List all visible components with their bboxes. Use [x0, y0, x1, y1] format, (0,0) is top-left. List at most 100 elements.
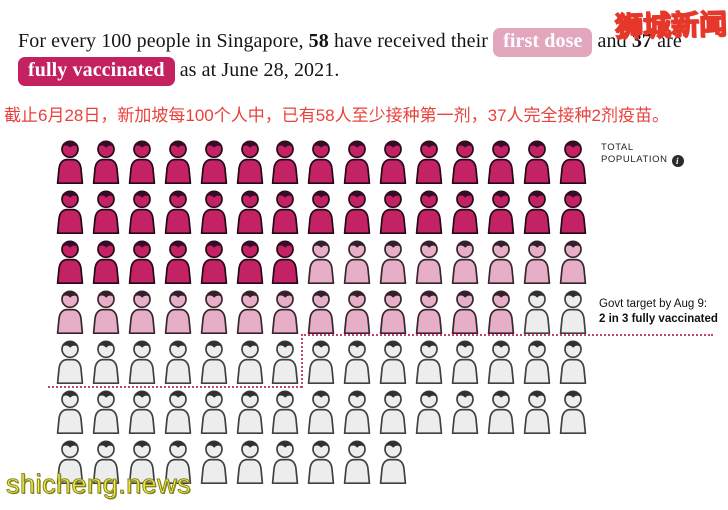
person-icon-none — [162, 339, 194, 385]
person-icon-none — [90, 339, 122, 385]
info-icon[interactable]: i — [671, 155, 684, 167]
stat-first-dose-count: 58 — [308, 30, 329, 52]
person-icon-none — [90, 389, 122, 435]
person-icon-none — [126, 439, 158, 485]
person-icon-fully — [305, 139, 337, 185]
person-icon-none — [557, 289, 589, 335]
person-icon-none — [126, 389, 158, 435]
person-icon-partial — [413, 289, 445, 335]
person-icon-none — [341, 339, 373, 385]
govt-target-line1: Govt target by Aug 9: — [599, 298, 708, 310]
govt-target-line2: 2 in 3 fully vaccinated — [599, 313, 718, 325]
total-population-label: TOTAL POPULATION i — [601, 142, 684, 167]
person-icon-fully — [377, 139, 409, 185]
total-population-line2: POPULATION — [601, 154, 668, 165]
person-icon-fully — [162, 189, 194, 235]
person-icon-partial — [126, 289, 158, 335]
person-icon-fully — [234, 139, 266, 185]
person-icon-fully — [449, 189, 481, 235]
person-icon-partial — [485, 289, 517, 335]
person-icon-none — [269, 339, 301, 385]
person-icon-none — [162, 439, 194, 485]
title-text: as at June 28, 2021. — [174, 59, 340, 81]
person-icon-fully — [413, 189, 445, 235]
person-icon-fully — [90, 239, 122, 285]
pictogram-grid — [54, 139, 614, 489]
person-icon-fully — [269, 239, 301, 285]
person-icon-fully — [521, 189, 553, 235]
title-text: are — [652, 30, 682, 52]
fully-vaccinated-badge: fully vaccinated — [18, 57, 175, 86]
person-icon-none — [341, 389, 373, 435]
person-icon-none — [413, 389, 445, 435]
person-icon-partial — [305, 289, 337, 335]
person-icon-fully — [126, 139, 158, 185]
title-text: For every 100 people in Singapore, — [18, 30, 309, 52]
target-boundary-line-top — [301, 334, 713, 336]
person-icon-none — [162, 389, 194, 435]
person-icon-partial — [341, 239, 373, 285]
total-population-line1: TOTAL — [601, 142, 634, 153]
person-icon-fully — [413, 139, 445, 185]
person-icon-none — [521, 289, 553, 335]
person-icon-none — [449, 389, 481, 435]
person-icon-fully — [341, 189, 373, 235]
person-icon-none — [198, 439, 230, 485]
person-icon-fully — [54, 189, 86, 235]
govt-target-label: Govt target by Aug 9: 2 in 3 fully vacci… — [599, 297, 718, 327]
person-icon-partial — [54, 289, 86, 335]
person-icon-partial — [557, 239, 589, 285]
person-icon-fully — [305, 189, 337, 235]
person-icon-fully — [341, 139, 373, 185]
person-icon-fully — [126, 239, 158, 285]
target-boundary-line-vertical — [301, 334, 303, 388]
title-text: and — [592, 30, 632, 52]
watermark-site-logo: 狮城新闻 — [614, 8, 728, 43]
person-icon-partial — [449, 289, 481, 335]
person-icon-none — [485, 339, 517, 385]
person-icon-fully — [269, 189, 301, 235]
person-icon-partial — [521, 239, 553, 285]
person-icon-none — [557, 389, 589, 435]
person-icon-none — [269, 389, 301, 435]
person-icon-partial — [198, 289, 230, 335]
person-icon-fully — [54, 239, 86, 285]
person-icon-fully — [162, 239, 194, 285]
person-icon-none — [557, 339, 589, 385]
person-icon-partial — [234, 289, 266, 335]
person-icon-none — [54, 439, 86, 485]
person-icon-none — [305, 339, 337, 385]
person-icon-partial — [377, 289, 409, 335]
person-icon-none — [485, 389, 517, 435]
person-icon-partial — [269, 289, 301, 335]
person-icon-fully — [485, 189, 517, 235]
person-icon-none — [269, 439, 301, 485]
person-icon-fully — [377, 189, 409, 235]
person-icon-fully — [54, 139, 86, 185]
person-icon-none — [449, 339, 481, 385]
person-icon-fully — [198, 139, 230, 185]
person-icon-none — [90, 439, 122, 485]
person-icon-fully — [557, 139, 589, 185]
person-icon-none — [377, 389, 409, 435]
person-icon-none — [413, 339, 445, 385]
title-text: have received their — [328, 30, 494, 52]
person-icon-partial — [305, 239, 337, 285]
person-icon-none — [521, 389, 553, 435]
person-icon-fully — [198, 239, 230, 285]
subtitle-chinese: 截止6月28日，新加坡每100个人中，已有58人至少接种第一剂，37人完全接种2… — [4, 106, 669, 125]
person-icon-partial — [341, 289, 373, 335]
person-icon-fully — [269, 139, 301, 185]
person-icon-none — [305, 439, 337, 485]
person-icon-none — [521, 339, 553, 385]
watermark-site-url: shicheng.news — [5, 469, 192, 500]
person-icon-none — [198, 389, 230, 435]
person-icon-none — [126, 339, 158, 385]
person-icon-fully — [449, 139, 481, 185]
person-icon-fully — [126, 189, 158, 235]
person-icon-fully — [557, 189, 589, 235]
person-icon-fully — [234, 189, 266, 235]
person-icon-none — [54, 339, 86, 385]
person-icon-fully — [90, 139, 122, 185]
